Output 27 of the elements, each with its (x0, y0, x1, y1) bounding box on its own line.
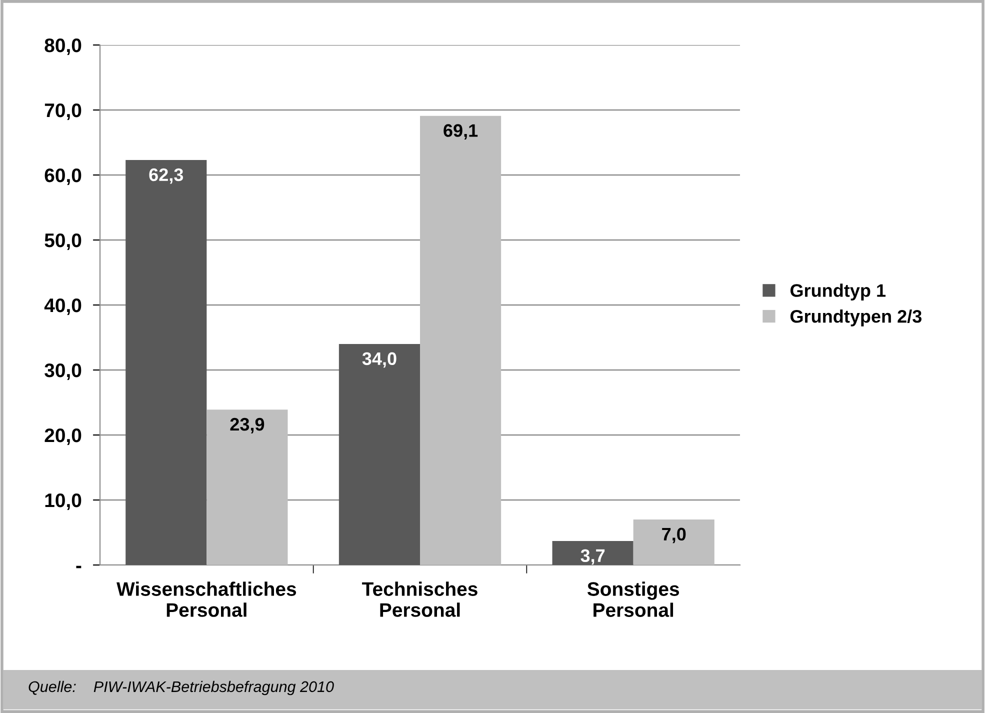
legend-label: Grundtyp 1 (790, 284, 886, 300)
y-tick-label: 50,0 (44, 233, 82, 250)
bar (338, 344, 420, 565)
y-tick-label: 70,0 (44, 103, 82, 120)
data-label: 23,9 (230, 418, 264, 434)
y-tick-label: 10,0 (45, 493, 82, 510)
source-note: Quelle: PIW-IWAK-Betriebsbefragung 2010 (28, 680, 334, 696)
bar (552, 540, 634, 565)
y-tick-label: 80,0 (44, 38, 82, 56)
y-tick-label: 20,0 (44, 428, 82, 446)
bar (126, 160, 207, 565)
x-tick-label: Technisches Personal (362, 582, 478, 617)
bar (206, 410, 288, 565)
x-tick-label: Sonstiges Personal (587, 582, 679, 617)
y-tick-label: 60,0 (44, 168, 82, 186)
bar (420, 116, 502, 565)
data-label: 3,7 (580, 549, 605, 565)
x-tick-label: Wissenschaftliches Personal (116, 582, 296, 617)
data-label: 34,0 (362, 352, 396, 368)
legend-label: Grundtypen 2/3 (790, 310, 922, 326)
data-label: 7,0 (662, 528, 686, 544)
data-label: 69,1 (444, 124, 478, 140)
y-tick-label: - (76, 566, 82, 568)
y-tick-label: 40,0 (44, 298, 82, 316)
bar (633, 520, 714, 565)
y-tick-label: 30,0 (44, 363, 82, 380)
data-label: 62,3 (149, 168, 184, 184)
